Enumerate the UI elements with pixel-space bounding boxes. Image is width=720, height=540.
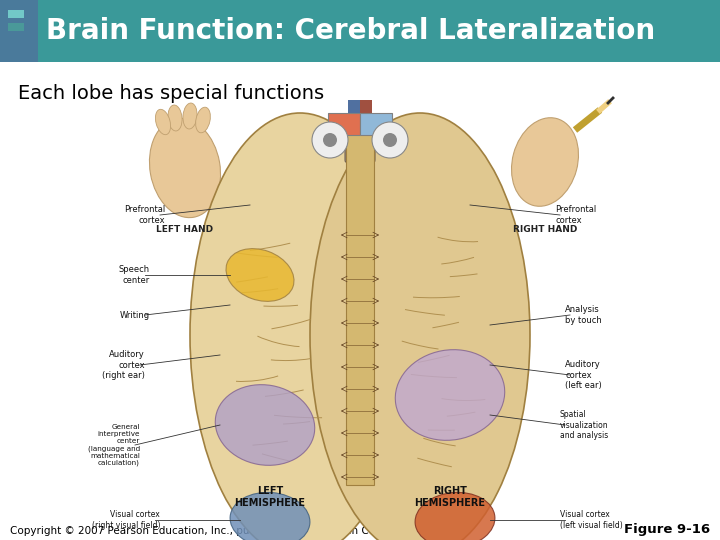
Text: Prefrontal
cortex: Prefrontal cortex: [124, 205, 165, 225]
Text: LEFT
HEMISPHERE: LEFT HEMISPHERE: [235, 487, 305, 508]
Text: Visual cortex
(left visual field): Visual cortex (left visual field): [560, 510, 623, 530]
Text: Spatial
visualization
and analysis: Spatial visualization and analysis: [560, 410, 608, 440]
Ellipse shape: [183, 103, 197, 129]
Bar: [346, 125, 374, 485]
Ellipse shape: [168, 105, 182, 131]
Text: Speech
center: Speech center: [119, 265, 150, 285]
Bar: [8, 36, 24, 44]
Text: Auditory
cortex
(right ear): Auditory cortex (right ear): [102, 350, 145, 380]
Ellipse shape: [215, 384, 315, 465]
Text: RIGHT HAND: RIGHT HAND: [513, 226, 577, 234]
Text: Visual cortex
(right visual field): Visual cortex (right visual field): [91, 510, 160, 530]
Circle shape: [323, 133, 337, 147]
Bar: [8, 23, 24, 31]
Circle shape: [312, 122, 348, 158]
Ellipse shape: [190, 113, 410, 540]
Text: Analysis
by touch: Analysis by touch: [565, 305, 602, 325]
Text: Each lobe has special functions: Each lobe has special functions: [18, 84, 324, 103]
Bar: [360, 113, 392, 135]
Text: Auditory
cortex
(left ear): Auditory cortex (left ear): [565, 360, 602, 390]
Ellipse shape: [196, 107, 210, 133]
Bar: [8, 10, 24, 18]
Ellipse shape: [511, 118, 578, 206]
Text: RIGHT
HEMISPHERE: RIGHT HEMISPHERE: [415, 487, 485, 508]
Ellipse shape: [395, 350, 505, 440]
Ellipse shape: [156, 109, 171, 134]
Text: Brain Function: Cerebral Lateralization: Brain Function: Cerebral Lateralization: [46, 17, 655, 45]
Ellipse shape: [415, 492, 495, 540]
Text: Copyright © 2007 Pearson Education, Inc., publishing as Benjamin Cummings: Copyright © 2007 Pearson Education, Inc.…: [10, 526, 418, 536]
Text: Writing: Writing: [120, 310, 150, 320]
Circle shape: [372, 122, 408, 158]
Circle shape: [383, 133, 397, 147]
FancyBboxPatch shape: [345, 117, 375, 163]
Text: General
interpretive
center
(language and
mathematical
calculation): General interpretive center (language an…: [88, 424, 140, 466]
Bar: [360, 100, 372, 118]
Bar: [0, 0, 720, 62]
Bar: [328, 113, 360, 135]
Ellipse shape: [230, 492, 310, 540]
Text: Prefrontal
cortex: Prefrontal cortex: [555, 205, 596, 225]
Ellipse shape: [226, 248, 294, 301]
Ellipse shape: [310, 113, 530, 540]
Bar: [348, 100, 360, 118]
Ellipse shape: [150, 118, 220, 218]
Text: Figure 9-16: Figure 9-16: [624, 523, 710, 536]
Text: LEFT HAND: LEFT HAND: [156, 226, 214, 234]
Bar: [0, 0, 38, 62]
